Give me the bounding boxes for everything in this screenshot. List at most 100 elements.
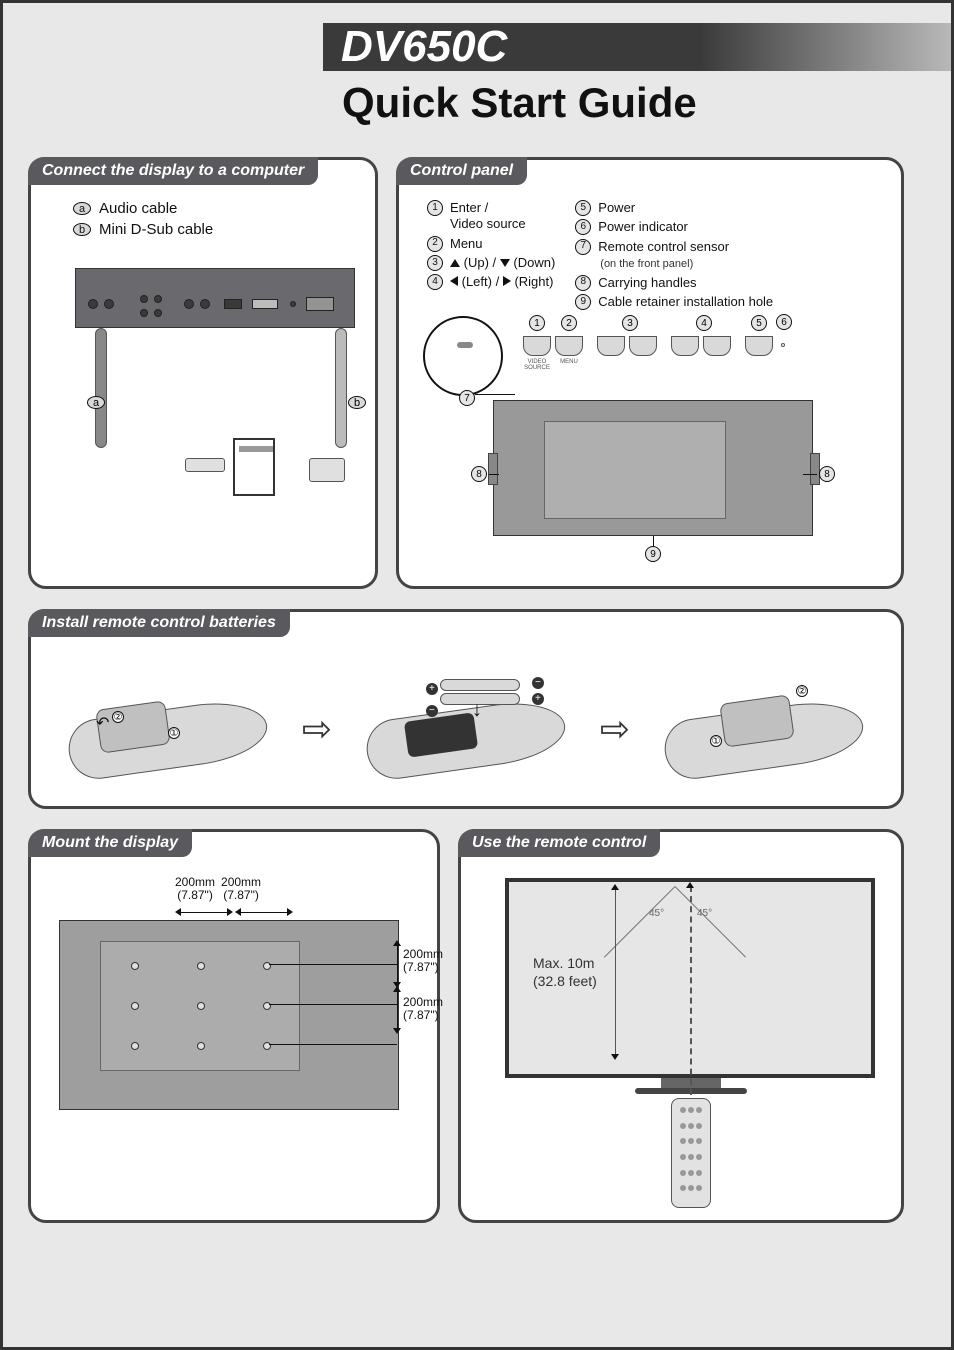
rc-btn-icon [688, 1185, 694, 1191]
leader-line [269, 1004, 397, 1005]
leader-line [475, 394, 515, 395]
btn-lbl: VIDEOSOURCE [524, 359, 550, 371]
mount-diagram: 200mm (7.87") 200mm (7.87") [45, 868, 423, 1206]
triangle-left-icon [450, 276, 458, 286]
arrow-icon [611, 1054, 619, 1060]
dim-in: (7.87") [403, 960, 439, 974]
page-title: Quick Start Guide [342, 79, 926, 127]
polarity-plus: + [532, 693, 544, 705]
cp-text: (Down) [513, 255, 555, 270]
cable-dsub [335, 328, 347, 448]
dim-in: (7.87") [177, 889, 213, 902]
title-bar: DV650C [323, 23, 926, 71]
page: DV650C Quick Start Guide Connect the dis… [3, 3, 951, 1263]
battery-step-1: ① ② ↶ [68, 679, 268, 779]
rc-btn-icon [688, 1154, 694, 1160]
btn-right [703, 336, 731, 356]
legend-item-b: b Mini D-Sub cable [73, 221, 361, 238]
port [252, 299, 278, 309]
arrow-icon [393, 986, 401, 992]
mount-hole-icon [197, 1002, 205, 1010]
row-2: Install remote control batteries ① ② ↶ ⇨ [28, 609, 926, 809]
cp-sub: Video source [450, 216, 526, 231]
cp-num: 5 [575, 200, 591, 216]
connect-legend: a Audio cable b Mini D-Sub cable [73, 200, 361, 238]
cp-label: (Up) / (Down) [450, 255, 555, 271]
cp-label: (Left) / (Right) [450, 274, 553, 290]
dim-mm: 200mm [403, 947, 443, 961]
arrow-icon [235, 908, 241, 916]
mount-dims-top: 200mm (7.87") 200mm (7.87") [175, 876, 261, 902]
arrow-icon: ↶ [96, 713, 109, 733]
step-num-1: ① [710, 735, 722, 747]
arrow-icon [227, 908, 233, 916]
distance-m: Max. 10m [533, 955, 594, 971]
distance-ft: (32.8 feet) [533, 973, 597, 989]
btn-left: 4 [671, 336, 699, 356]
cp-num: 6 [575, 219, 591, 235]
audio-plug-icon [185, 458, 225, 472]
cp-num: 4 [427, 274, 443, 290]
cp-label: Power [598, 200, 635, 216]
marker-9: 9 [645, 546, 661, 562]
legend-label-b: Mini D-Sub cable [99, 221, 213, 238]
cp-text: (Up) / [464, 255, 500, 270]
dim-in: (7.87") [403, 1008, 439, 1022]
rc-btn-icon [696, 1154, 702, 1160]
btn-menu: 2 MENU [555, 336, 583, 356]
batteries-icon [440, 679, 530, 709]
btn-video-source: 1 VIDEOSOURCE [523, 336, 551, 356]
io-panel [75, 268, 355, 328]
power-led: 6 [777, 336, 791, 356]
mount-dim: 200mm (7.87") [175, 876, 215, 902]
row-3: Mount the display 200mm (7.87") 200mm (7… [28, 829, 926, 1223]
cp-label: Cable retainer installation hole [598, 294, 773, 310]
remote-control-icon [671, 1098, 711, 1208]
mount-hole-icon [131, 1042, 139, 1050]
section-connect: Connect the display to a computer a Audi… [28, 157, 378, 589]
btn-num: 2 [561, 315, 577, 331]
control-legend: 1 Enter / Video source 2 Menu 3 [427, 200, 887, 310]
row-1: Connect the display to a computer a Audi… [28, 157, 926, 589]
handle-right-icon [810, 453, 820, 485]
rc-btn-icon [696, 1123, 702, 1129]
sensor-detail-icon [423, 316, 503, 396]
btn-power: 5 [745, 336, 773, 356]
port [104, 299, 114, 309]
mount-hole-icon [131, 1002, 139, 1010]
leader-line [653, 536, 654, 546]
step-num-2: ② [796, 685, 808, 697]
distance-line [615, 886, 616, 1058]
battery-step-2: + − − + ↓ [366, 679, 566, 779]
angle-left: 45° [649, 908, 664, 919]
rc-btn-icon [688, 1107, 694, 1113]
marker-b: b [348, 396, 366, 409]
btn-num: 1 [529, 315, 545, 331]
marker-a: a [87, 396, 105, 409]
port [224, 299, 242, 309]
cp-text: Remote control sensor [598, 239, 729, 254]
btn-lbl: MENU [560, 359, 578, 365]
pc-icon [233, 438, 275, 496]
cp-num: 7 [575, 239, 591, 255]
marker-8-right: 8 [819, 466, 835, 482]
leader-line [803, 474, 817, 475]
mount-dim: 200mm (7.87") [221, 876, 261, 902]
cp-label: Carrying handles [598, 275, 696, 291]
triangle-down-icon [500, 259, 510, 267]
port [140, 295, 148, 303]
led-icon [781, 343, 785, 347]
angle-right: 45° [697, 908, 712, 919]
button-row: 1 VIDEOSOURCE 2 MENU 3 4 [523, 336, 791, 356]
display-back-icon [59, 920, 399, 1110]
rc-btn-icon [680, 1107, 686, 1113]
btn-up: 3 [597, 336, 625, 356]
port-vga [306, 297, 334, 311]
port [200, 299, 210, 309]
cp-item-9: 9 Cable retainer installation hole [575, 294, 773, 310]
cp-text: (Left) / [462, 274, 503, 289]
cp-item-1: 1 Enter / Video source [427, 200, 555, 233]
arrow-icon [287, 908, 293, 916]
polarity-minus: − [426, 705, 438, 717]
model-number: DV650C [323, 23, 926, 71]
